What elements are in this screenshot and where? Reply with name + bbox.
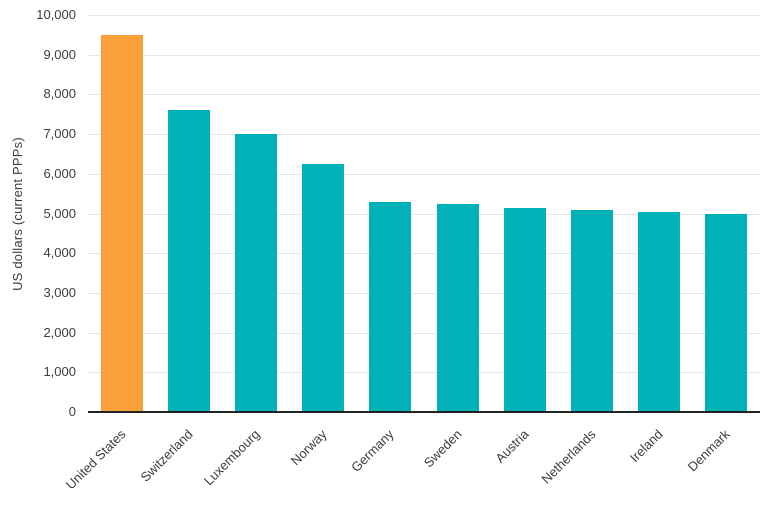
- x-tick-label: Ireland: [627, 426, 666, 466]
- gridline: [88, 292, 760, 294]
- y-tick-label: 3,000: [43, 284, 76, 300]
- x-axis-line: [88, 411, 760, 413]
- y-tick-label: 4,000: [43, 245, 76, 261]
- x-tick-label: United States: [62, 426, 129, 493]
- y-tick-label: 5,000: [43, 205, 76, 221]
- bar-germany: [369, 201, 412, 412]
- bar-austria: [503, 207, 546, 412]
- gridline: [88, 332, 760, 334]
- y-tick-label: 8,000: [43, 86, 76, 102]
- y-tick-label: 1,000: [43, 364, 76, 380]
- y-tick-label: 9,000: [43, 46, 76, 62]
- gridline: [88, 372, 760, 374]
- gridline: [88, 253, 760, 255]
- x-tick-label: Sweden: [420, 426, 465, 471]
- bar-norway: [302, 163, 345, 412]
- x-tick-label: Austria: [492, 426, 532, 466]
- y-tick-label: 0: [68, 404, 76, 419]
- bar-sweden: [436, 203, 479, 412]
- gridline: [88, 134, 760, 136]
- plot-area: [88, 15, 760, 413]
- bar-netherlands: [571, 209, 613, 412]
- gridline: [88, 94, 760, 96]
- gridline: [88, 15, 760, 16]
- bar-switzerland: [167, 110, 210, 412]
- y-tick-label: 7,000: [43, 126, 76, 142]
- bar-united-states: [100, 34, 143, 412]
- bar-ireland: [638, 211, 681, 412]
- x-tick-label: Switzerland: [137, 426, 196, 485]
- x-tick-label: Luxembourg: [200, 426, 263, 489]
- x-tick-label: Netherlands: [538, 426, 599, 487]
- x-tick-label: Denmark: [685, 426, 733, 475]
- bar-denmark: [705, 213, 748, 412]
- x-tick-label: Germany: [348, 426, 397, 475]
- gridline: [88, 173, 760, 175]
- gridline: [88, 54, 760, 56]
- bar-luxembourg: [235, 134, 277, 412]
- x-tick-label: Norway: [288, 426, 330, 469]
- y-tick-label: 6,000: [43, 165, 76, 181]
- y-tick-label: 2,000: [43, 324, 76, 340]
- gridline: [88, 213, 760, 215]
- y-tick-label: 10,000: [36, 7, 76, 22]
